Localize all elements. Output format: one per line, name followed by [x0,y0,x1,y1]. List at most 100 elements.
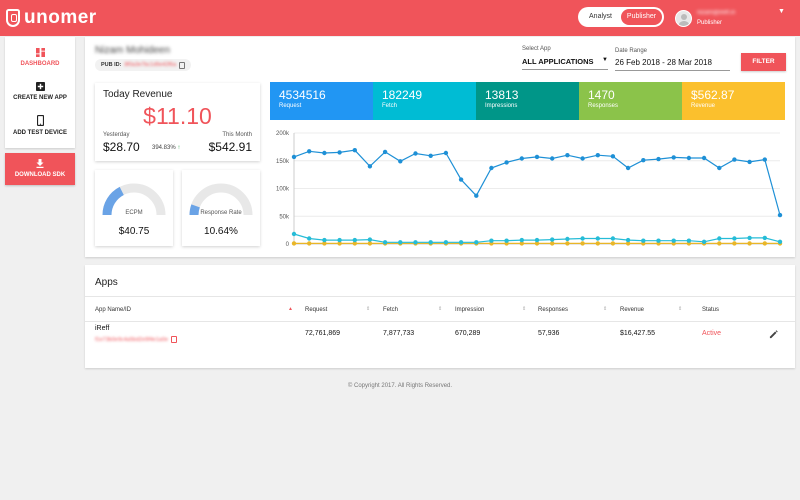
col-header-request[interactable]: Request [305,307,328,313]
data-point [732,236,737,241]
data-point [337,237,342,243]
data-point [762,157,767,162]
sort-icon[interactable]: ⇕ [603,306,608,312]
data-point [443,240,449,245]
date-range-label: Date Range [615,48,648,54]
dropdown-caret-icon: ▼ [602,57,608,63]
copy-icon[interactable] [171,336,178,343]
data-point [322,150,327,156]
role-toggle[interactable]: Analyst Publisher [578,7,664,27]
data-point [732,157,737,162]
data-point [519,237,524,243]
apps-panel: Apps App Name/ID ▲ Request ⇕ Fetch ⇕ Imp… [85,265,795,368]
data-point [717,165,722,171]
date-range-input[interactable]: 26 Feb 2018 - 28 Mar 2018 [615,58,730,71]
data-point [671,155,676,160]
data-point [428,240,433,245]
y-tick-label: 100k [276,187,290,193]
logo-text: unomer [24,7,97,28]
download-sdk-label: DOWNLOAD SDK [14,172,66,178]
select-app-dropdown[interactable]: ALL APPLICATIONS ▼ [522,57,608,70]
y-tick-label: 200k [276,131,290,137]
data-point [777,239,783,244]
data-point [625,237,631,243]
data-point [534,241,540,246]
data-point [519,241,524,246]
pub-id-value: 8f0a3e7bc1d9e42f6a [124,62,177,68]
sort-active-icon[interactable]: ▲ [288,306,293,312]
data-point [367,241,373,246]
data-point [686,155,692,161]
col-header-impression[interactable]: Impression [455,307,485,313]
sidebar-item-label: CREATE NEW APP [13,95,67,101]
data-point [307,236,312,241]
data-point [443,150,449,156]
data-point [610,154,616,159]
data-point [747,241,752,246]
copy-icon[interactable] [179,61,186,69]
data-point [413,240,418,245]
data-point [489,165,494,171]
this-month-value: $542.91 [208,140,252,154]
data-point [367,237,373,242]
revenue-change-value: 394.83% [152,145,176,151]
today-revenue-card: Today Revenue $11.10 Yesterday $28.70 39… [95,83,260,161]
data-point [595,241,600,246]
metric-label: Fetch [382,103,398,109]
user-menu-caret-icon[interactable]: ▼ [778,8,785,15]
metric-label: Responses [588,103,619,109]
sidebar: DASHBOARD CREATE NEW APP ADD TEST DEVICE [5,37,75,148]
dashboard-icon [35,48,45,57]
edit-icon[interactable] [769,330,778,339]
yesterday-value: $28.70 [103,140,140,154]
cell-responses: 57,936 [538,330,560,337]
sidebar-item-label: ADD TEST DEVICE [12,130,67,136]
metric-label: Request [279,103,302,109]
metrics-strip: 4534516 Request 182249 Fetch 13813 Impre… [270,82,785,120]
col-header-revenue[interactable]: Revenue [620,307,645,313]
publisher-name: Nizam Mohideen [95,45,171,56]
data-point [504,238,509,243]
trend-line-chart: 200k 150k 100k 50k 0 [276,131,783,248]
sort-icon[interactable]: ⇕ [366,306,371,312]
data-point [534,237,540,243]
sort-icon[interactable]: ⇕ [522,306,527,312]
top-bar: unomer Analyst Publisher nizam@ireff.in … [0,0,800,36]
data-point [474,240,479,245]
data-point [458,177,464,182]
data-point [565,236,570,242]
sidebar-item-create-app[interactable]: CREATE NEW APP [5,82,75,101]
metric-label: Impressions [485,103,518,109]
data-point [595,236,600,241]
col-header-fetch[interactable]: Fetch [383,307,399,313]
data-point [610,236,616,241]
data-point [747,159,752,165]
data-point [565,153,570,158]
sort-icon[interactable]: ⇕ [678,306,683,312]
data-point [352,241,357,246]
data-point [398,240,403,245]
arrow-up-icon: ↑ [177,145,181,151]
data-point [352,237,357,243]
metric-value: $562.87 [691,88,735,102]
sidebar-item-add-test-device[interactable]: ADD TEST DEVICE [5,115,75,136]
response-rate-value: 10.64% [204,226,238,237]
metric-label: Revenue [691,103,716,109]
metric-value: 4534516 [279,88,326,102]
sort-icon[interactable]: ⇕ [438,306,443,312]
ecpm-label: ECPM [125,210,143,216]
data-point [413,151,418,156]
filter-button[interactable]: FILTER [741,53,786,71]
col-header-responses[interactable]: Responses [538,307,569,313]
user-menu[interactable]: nizam@ireff.in Publisher [675,8,735,28]
data-point [701,239,707,244]
logo[interactable]: unomer [6,7,97,29]
sidebar-item-dashboard[interactable]: DASHBOARD [5,48,75,67]
data-point [307,241,312,246]
download-sdk-button[interactable]: DOWNLOAD SDK [5,153,75,185]
role-analyst[interactable]: Analyst [589,13,612,20]
metric-value: 182249 [382,88,423,102]
role-publisher[interactable]: Publisher [621,9,662,25]
app-name: iReff [95,325,110,332]
col-header-app-name[interactable]: App Name/ID [95,307,132,313]
